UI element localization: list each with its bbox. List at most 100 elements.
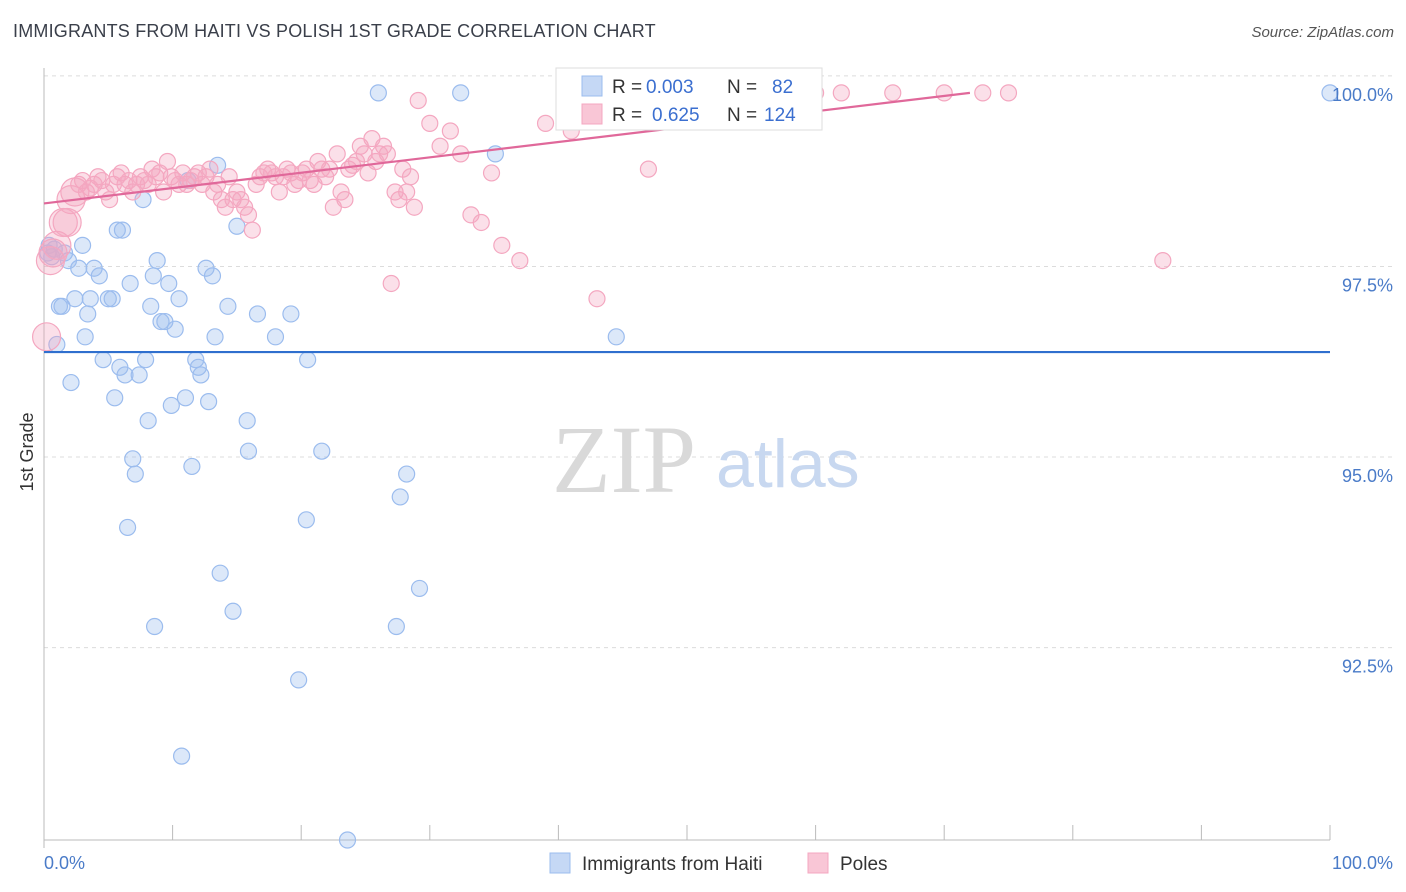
haiti-point (45, 240, 63, 258)
haiti-point (160, 274, 178, 293)
haiti-point (148, 251, 166, 270)
y-tick-label: 92.5% (1342, 657, 1393, 677)
haiti-point (219, 297, 237, 315)
poles-point (511, 251, 529, 270)
poles-point (398, 183, 416, 201)
haiti-point (136, 351, 155, 369)
haiti-point (176, 389, 195, 407)
haiti-point (145, 617, 164, 636)
haiti-point (206, 328, 224, 346)
haiti-point (81, 290, 99, 308)
haiti-point (1321, 84, 1339, 102)
poles-point (31, 322, 62, 352)
haiti-point (70, 259, 88, 277)
poles-point (639, 160, 658, 178)
poles-point (38, 238, 68, 268)
poles-point (239, 206, 258, 224)
haiti-point (607, 328, 625, 346)
legend-swatch-haiti (581, 75, 603, 97)
poles-point (832, 84, 850, 102)
poles-point (999, 84, 1018, 102)
haiti-point (338, 831, 357, 849)
y-tick-label: 97.5% (1342, 275, 1393, 295)
haiti-point (62, 373, 80, 392)
poles-point (935, 84, 953, 102)
legend-r-value-poles: 0.625 (652, 105, 700, 126)
poles-point (52, 207, 82, 238)
haiti-point (398, 465, 416, 483)
poles-trend-line (43, 91, 971, 205)
haiti-point (139, 412, 157, 430)
haiti-point (170, 290, 188, 308)
haiti-point (391, 488, 409, 506)
legend-r-value-haiti: 0.003 (646, 77, 694, 98)
haiti-point (387, 617, 405, 636)
gridlines (44, 75, 1395, 649)
haiti-point (118, 518, 137, 537)
haiti-point (90, 267, 108, 285)
poles-point (401, 168, 420, 186)
haiti-point (173, 747, 191, 765)
poles-point (493, 236, 511, 254)
y-tick-labels: 92.5% 95.0% 97.5% 100.0% (1332, 85, 1393, 677)
haiti-point (209, 156, 227, 174)
series-haiti-points (39, 84, 1339, 849)
bottom-legend-label-haiti: Immigrants from Haiti (582, 854, 763, 875)
haiti-point (313, 442, 331, 460)
poles-point (409, 91, 427, 110)
legend-r-label-haiti: R = (612, 77, 642, 98)
x-tick-label-max: 100.0% (1332, 853, 1393, 873)
haiti-point (113, 221, 132, 239)
haiti-point (124, 450, 142, 468)
bottom-legend-label-poles: Poles (840, 854, 888, 875)
haiti-point (142, 297, 160, 315)
haiti-point (130, 366, 148, 384)
y-axis-label: 1st Grade (17, 412, 37, 491)
chart-title: IMMIGRANTS FROM HAITI VS POLISH 1ST GRAD… (13, 21, 656, 41)
y-tick-label: 100.0% (1332, 85, 1393, 105)
axes (43, 68, 1331, 848)
haiti-point (106, 389, 124, 407)
haiti-point (73, 236, 92, 254)
series-legend: Immigrants from Haiti Poles (549, 852, 888, 875)
haiti-point (116, 366, 134, 384)
poles-point (336, 191, 354, 209)
haiti-point (162, 396, 180, 415)
poles-point (974, 84, 992, 102)
haiti-point (108, 221, 126, 239)
haiti-point (290, 671, 308, 689)
haiti-point (126, 465, 144, 483)
legend-r-label-poles: R = (612, 105, 642, 126)
poles-point (328, 145, 346, 163)
haiti-point (452, 84, 470, 102)
haiti-point (410, 579, 429, 598)
legend-n-label-poles: N = (727, 105, 757, 126)
watermark-atlas: atlas (716, 426, 860, 502)
poles-point (482, 164, 501, 182)
chart-source: Source: ZipAtlas.com (1251, 24, 1394, 41)
haiti-point (211, 564, 229, 582)
haiti-point (144, 267, 162, 285)
haiti-point (99, 290, 117, 308)
stats-legend: R = 0.003 N = 82 R = 0.625 N = 124 (555, 67, 823, 131)
haiti-point (192, 366, 210, 384)
legend-n-value-haiti: 82 (772, 77, 793, 98)
x-tick-label-min: 0.0% (44, 853, 85, 873)
poles-point (382, 274, 400, 293)
haiti-point (369, 84, 387, 102)
watermark: ZIP atlas (552, 406, 860, 513)
poles-point (441, 122, 459, 140)
poles-point (588, 290, 606, 308)
poles-point (472, 213, 490, 232)
haiti-point (152, 312, 170, 331)
haiti-point (238, 412, 256, 430)
poles-point (884, 84, 902, 102)
haiti-point (53, 297, 71, 315)
haiti-point (121, 274, 139, 293)
haiti-point (299, 351, 317, 369)
poles-point (378, 145, 396, 163)
haiti-point (282, 305, 300, 323)
bottom-legend-swatch-poles (807, 852, 829, 874)
poles-point (243, 221, 261, 239)
